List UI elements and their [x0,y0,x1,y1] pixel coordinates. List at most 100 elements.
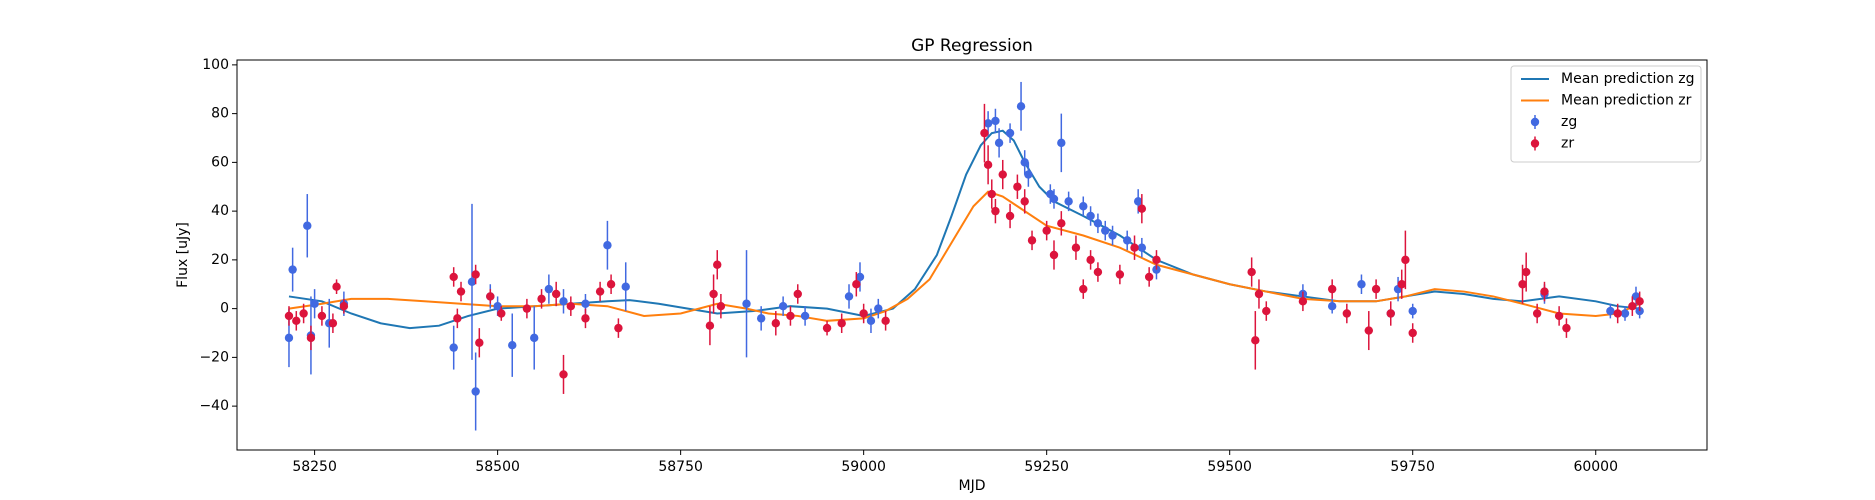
data-point [310,299,319,308]
data-point [998,170,1007,179]
data-point [1027,236,1037,245]
data-point [1071,243,1081,252]
data-point [486,292,495,301]
data-point [983,119,993,128]
data-point [292,316,301,326]
data-point [1115,270,1125,279]
data-point [1005,128,1015,138]
data-point [522,304,532,313]
y-axis-label: Flux [uJy] [175,222,191,288]
data-point [1137,243,1147,252]
plot-frame [236,59,1708,451]
data-point [778,301,788,311]
data-point [994,138,1004,148]
data-point [756,314,766,323]
data-point [852,280,861,289]
x-axis-label: MJD [959,478,986,494]
data-point [551,289,561,299]
data-point [1093,219,1103,228]
data-point [493,301,502,311]
data-point [881,316,890,326]
x-tick-label: 60000 [1573,459,1618,475]
data-point [530,333,539,343]
legend-box [1510,65,1702,163]
data-point [1298,297,1308,306]
data-point [1386,309,1395,318]
data-point [866,316,876,326]
data-point [621,282,630,291]
data-point [288,265,297,274]
legend-swatch [1530,117,1540,127]
data-point [713,260,722,269]
data-point [1016,102,1026,111]
data-point [508,340,517,350]
legend-label: Mean prediction zr [1561,93,1692,109]
data-point [1137,204,1147,213]
data-point [1101,226,1110,235]
data-point [1401,255,1410,265]
data-point [1064,197,1073,206]
data-point [306,333,316,343]
data-point [471,270,480,279]
data-point [328,319,338,328]
data-point [339,301,349,311]
data-point [1521,267,1531,277]
data-point [793,289,802,299]
data-point [1020,158,1029,167]
data-point [1122,236,1132,245]
data-point [1247,267,1256,277]
data-point [991,206,1000,216]
data-point [456,287,466,296]
data-point [800,311,810,321]
data-point [595,287,605,296]
data-point [559,370,568,379]
data-point [1005,211,1015,221]
data-point [284,333,294,343]
data-point [1020,197,1029,206]
x-tick-label: 59750 [1390,459,1435,475]
data-point [1397,280,1406,289]
data-point [1628,301,1637,311]
data-point [581,314,590,323]
x-tick-label: 58250 [292,459,337,475]
data-point [991,116,1000,126]
data-point [716,301,726,311]
data-point [980,128,989,138]
data-point [709,289,718,299]
data-point [1606,306,1615,316]
y-tick-label: 20 [211,252,229,268]
x-tick-label: 59000 [841,459,886,475]
data-point [332,282,341,291]
data-point [1042,226,1051,235]
data-point [742,299,751,308]
data-point [471,387,480,396]
data-point [317,311,327,321]
y-tick-label: 0 [220,301,229,317]
data-point [467,277,477,287]
data-point [449,272,458,282]
data-point [822,323,832,333]
data-point [1079,284,1088,294]
data-point [1613,309,1622,318]
mean-line [288,190,1641,322]
data-point [1620,309,1630,318]
y-tick-label: 80 [211,106,229,122]
x-tick-label: 59500 [1207,459,1252,475]
data-point [603,241,612,250]
data-point [606,280,616,289]
data-point [1079,202,1088,211]
data-point [475,338,484,347]
legend-label: zg [1561,114,1577,130]
data-point [859,309,868,318]
data-point [837,319,846,328]
data-point [1152,255,1161,265]
data-point [614,323,623,333]
data-point [987,189,996,199]
data-point [1532,309,1542,318]
x-tick-label: 58500 [475,459,520,475]
y-tick-label: −20 [199,349,229,365]
data-point [566,301,576,311]
data-point [1108,231,1117,240]
data-point [1364,326,1373,335]
